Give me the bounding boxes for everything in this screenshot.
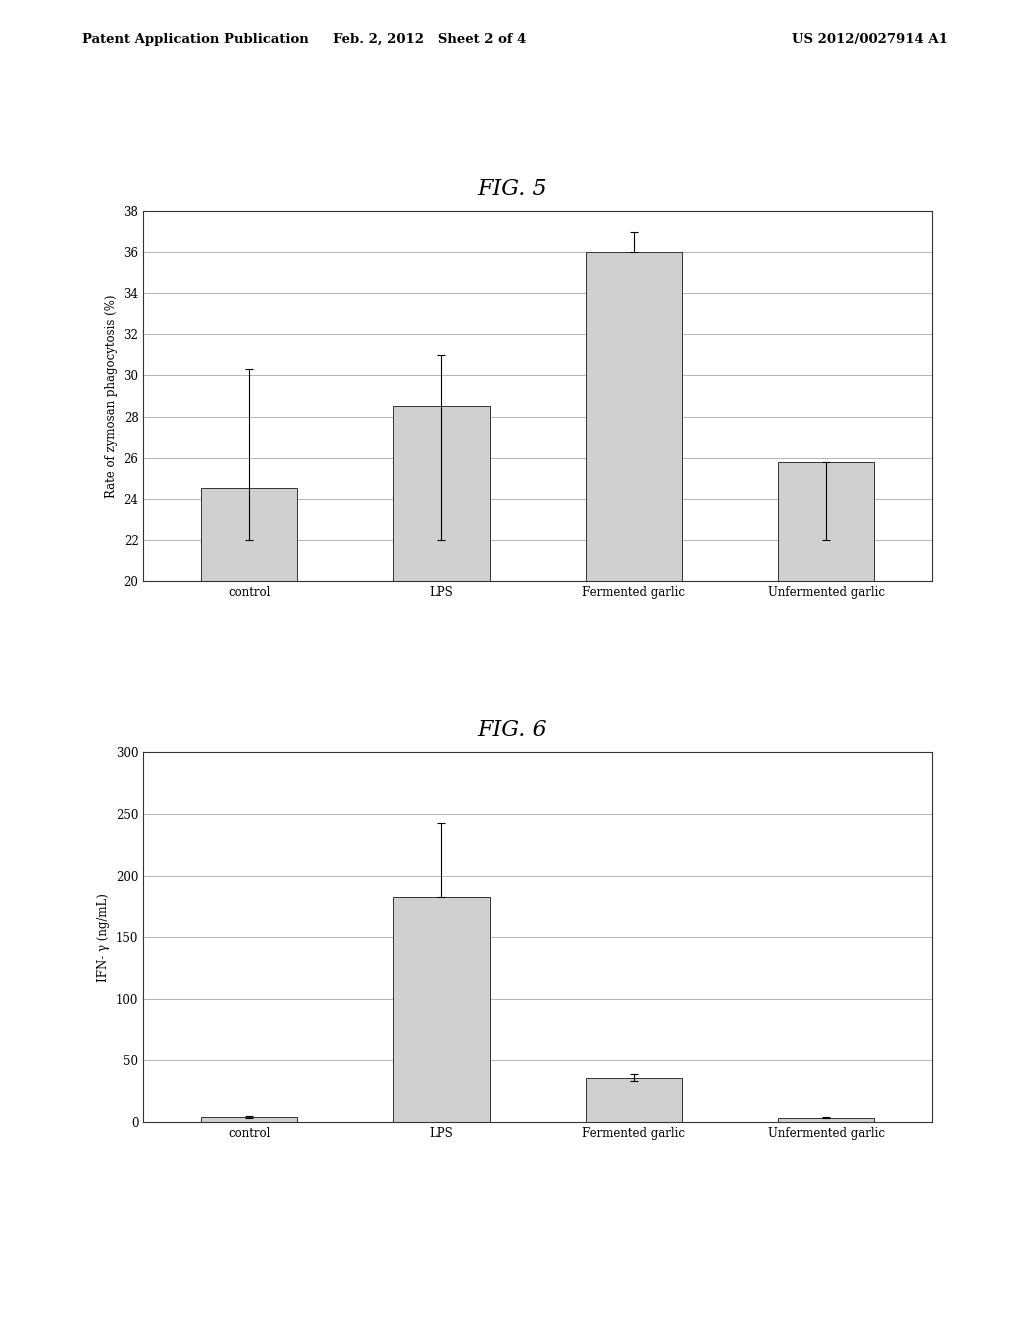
Bar: [778, 462, 874, 991]
Bar: [778, 1118, 874, 1122]
Y-axis label: IFN- γ (ng/mL): IFN- γ (ng/mL): [97, 892, 111, 982]
Text: Feb. 2, 2012   Sheet 2 of 4: Feb. 2, 2012 Sheet 2 of 4: [334, 33, 526, 46]
Y-axis label: Rate of zymosan phagocytosis (%): Rate of zymosan phagocytosis (%): [104, 294, 118, 498]
Bar: [586, 252, 682, 991]
Text: FIG. 5: FIG. 5: [477, 178, 547, 201]
Text: US 2012/0027914 A1: US 2012/0027914 A1: [793, 33, 948, 46]
Bar: [393, 407, 489, 991]
Bar: [586, 1077, 682, 1122]
Bar: [201, 1117, 297, 1122]
Bar: [393, 896, 489, 1122]
Text: Patent Application Publication: Patent Application Publication: [82, 33, 308, 46]
Bar: [201, 488, 297, 991]
Text: FIG. 6: FIG. 6: [477, 719, 547, 742]
